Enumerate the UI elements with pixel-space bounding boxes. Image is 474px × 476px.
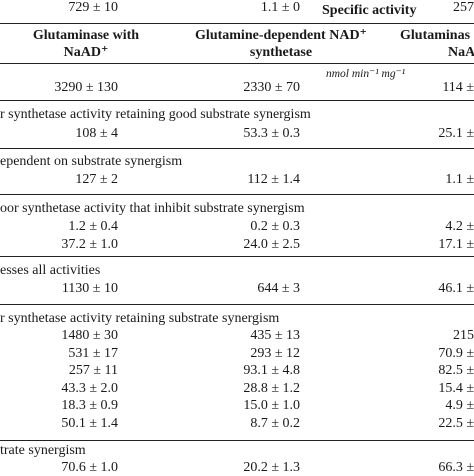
col2-header-line1: Glutamine-dependent NAD⁺ <box>195 28 367 43</box>
cell-glutaminase-col3: 17.1 ± <box>438 237 474 252</box>
cell-nad-synthetase: 15.0 ± 1.0 <box>243 398 300 413</box>
section-rule <box>0 304 474 305</box>
cell-glutaminase-col3: 4.9 ± <box>445 398 474 413</box>
section-rule <box>0 100 474 101</box>
col2-header: Glutamine-dependent NAD⁺ synthetase <box>170 27 392 61</box>
section-label: ependent on substrate synergism <box>0 154 183 169</box>
cell-nad-synthetase: 28.8 ± 1.2 <box>243 381 300 396</box>
cell-glutaminase-col3: 4.2 ± <box>445 219 474 234</box>
cell-nad-synthetase: 112 ± 1.4 <box>247 172 300 187</box>
cell-glutaminase-col3: 1.1 ± <box>445 172 474 187</box>
section-label: trate synergism <box>0 443 86 458</box>
cell-glutaminase-naad: 43.3 ± 2.0 <box>61 381 118 396</box>
cell-glutaminase-naad: 108 ± 4 <box>75 126 118 141</box>
cell-nad-synthetase: 93.1 ± 4.8 <box>243 363 300 378</box>
cell-glutaminase-naad: 531 ± 17 <box>68 346 118 361</box>
cell-nad-synthetase: 20.2 ± 1.3 <box>243 460 300 475</box>
header-group-rule <box>0 23 474 24</box>
section-rule <box>0 194 474 195</box>
cell-glutaminase-naad: 70.6 ± 1.0 <box>61 460 118 475</box>
section-rule <box>0 440 474 441</box>
cell-nad-synthetase: 293 ± 12 <box>250 346 300 361</box>
units-label: nmol min⁻¹ mg⁻¹ <box>326 68 406 80</box>
section-label: r synthetase activity retaining good sub… <box>0 107 311 122</box>
cell-nad-synthetase: 24.0 ± 2.5 <box>243 237 300 252</box>
col1-header-line1: Glutaminase with <box>32 28 140 43</box>
cell-nad-synthetase: 1.1 ± 0 <box>260 0 300 15</box>
cell-nad-synthetase: 2330 ± 70 <box>243 80 300 95</box>
col1-header: Glutaminase with NaAD⁺ <box>6 27 166 61</box>
section-label: esses all activities <box>0 263 101 278</box>
cell-nad-synthetase: 435 ± 13 <box>250 328 300 343</box>
cell-glutaminase-col3: 25.1 ± <box>438 126 474 141</box>
cell-glutaminase-col3: 114 ± <box>442 80 474 95</box>
cell-glutaminase-naad: 127 ± 2 <box>75 172 118 187</box>
section-label: oor synthetase activity that inhibit sub… <box>0 201 305 216</box>
col3-header-line2: NaA <box>448 45 474 60</box>
cell-glutaminase-col3: 70.9 ± <box>438 346 474 361</box>
cell-glutaminase-naad: 3290 ± 130 <box>54 80 118 95</box>
cell-glutaminase-col3: 257 <box>453 0 474 15</box>
specific-activity-header: Specific activity <box>322 3 417 18</box>
col3-header: Glutaminas NaA <box>400 27 474 61</box>
header-bottom-rule <box>0 63 474 64</box>
cell-glutaminase-col3: 46.1 ± <box>438 281 474 296</box>
cell-glutaminase-col3: 15.4 ± <box>438 381 474 396</box>
cell-glutaminase-naad: 50.1 ± 1.4 <box>61 416 118 431</box>
cell-glutaminase-col3: 82.5 ± <box>438 363 474 378</box>
section-rule <box>0 148 474 149</box>
cell-glutaminase-col3: 22.5 ± <box>438 416 474 431</box>
cell-glutaminase-col3: 66.3 ± <box>438 460 474 475</box>
cell-nad-synthetase: 53.3 ± 0.3 <box>243 126 300 141</box>
cell-glutaminase-naad: 257 ± 11 <box>68 363 118 378</box>
section-label: r synthetase activity retaining substrat… <box>0 311 280 326</box>
cell-glutaminase-naad: 729 ± 10 <box>68 0 118 15</box>
cell-glutaminase-col3: 215 <box>453 328 474 343</box>
cell-nad-synthetase: 0.2 ± 0.3 <box>250 219 300 234</box>
cell-glutaminase-naad: 1130 ± 10 <box>61 281 118 296</box>
cell-glutaminase-naad: 18.3 ± 0.9 <box>61 398 118 413</box>
col1-header-line2: NaAD⁺ <box>63 45 109 60</box>
cell-nad-synthetase: 8.7 ± 0.2 <box>250 416 300 431</box>
col2-header-line2: synthetase <box>249 45 313 60</box>
section-rule <box>0 256 474 257</box>
cell-glutaminase-naad: 1.2 ± 0.4 <box>68 219 118 234</box>
cell-glutaminase-naad: 37.2 ± 1.0 <box>61 237 118 252</box>
cell-nad-synthetase: 644 ± 3 <box>257 281 300 296</box>
col3-header-line1: Glutaminas <box>400 28 471 43</box>
cell-glutaminase-naad: 1480 ± 30 <box>61 328 118 343</box>
